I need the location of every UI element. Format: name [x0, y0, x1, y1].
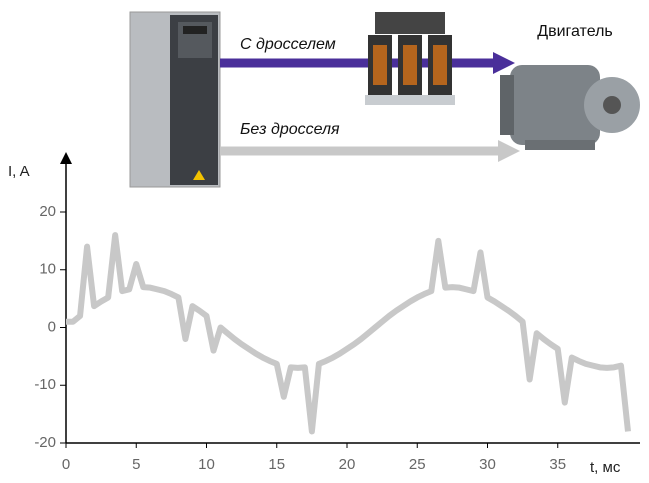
motor	[500, 65, 640, 150]
x-tick-label: 20	[339, 456, 356, 473]
inverter	[129, 11, 221, 188]
line	[66, 232, 631, 435]
y-tick-label: -10	[34, 376, 56, 393]
y-axis-label: I, A	[8, 163, 30, 180]
x-tick-label: 0	[62, 456, 70, 473]
x-tick-label: 35	[549, 456, 566, 473]
y-tick-label: -20	[34, 434, 56, 451]
y-tick-label: 10	[39, 261, 56, 278]
y-tick-label: 20	[39, 203, 56, 220]
choke	[365, 12, 455, 105]
x-tick-label: 10	[198, 456, 215, 473]
y-tick-label: 0	[48, 318, 56, 335]
x-axis-label: t, мс	[590, 459, 621, 476]
x-tick-label: 5	[132, 456, 140, 473]
x-tick-label: 30	[479, 456, 496, 473]
label-with-choke: С дросселем	[240, 36, 336, 53]
x-tick-label: 15	[268, 456, 285, 473]
label-without-choke: Без дросселя	[240, 121, 340, 138]
label-motor: Двигатель	[537, 23, 613, 40]
arrow-head	[493, 52, 515, 74]
x-tick-label: 25	[409, 456, 426, 473]
arrow-head	[498, 140, 520, 162]
